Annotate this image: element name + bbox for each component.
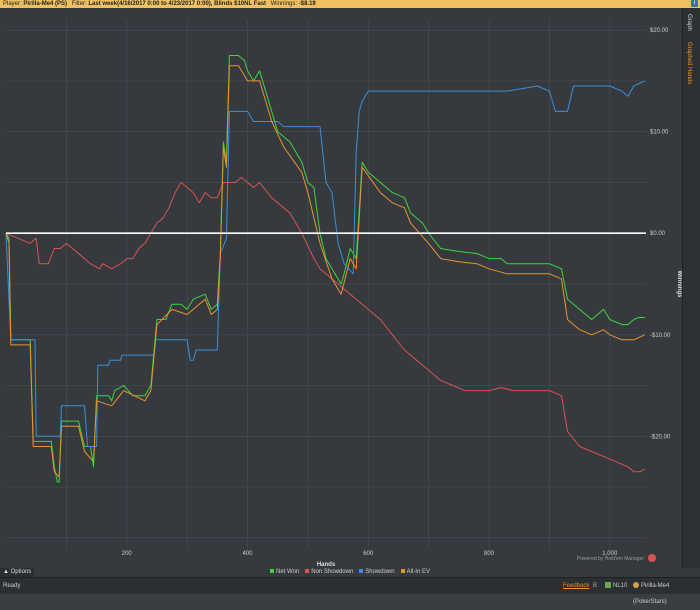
legend-item[interactable]: All-In EV <box>400 568 430 577</box>
x-tick-label: 1,000 <box>602 551 618 557</box>
legend-label: Showdown <box>365 569 395 575</box>
info-icon[interactable]: i <box>691 0 698 7</box>
y-tick-label: -$10.00 <box>650 333 671 339</box>
separator-glyph: B <box>593 583 598 589</box>
hem-logo-badge <box>648 554 656 562</box>
y-tick-label: $0.00 <box>650 231 666 237</box>
options-label: Options <box>10 569 32 575</box>
series-line-showdown <box>5 80 646 447</box>
player-label: Player: <box>3 1 22 7</box>
winnings-value: -$8.19 <box>298 1 316 7</box>
stake-label: NL10 <box>613 583 628 589</box>
x-tick-label: 400 <box>243 551 254 557</box>
y-axis-label: Winnings <box>676 271 682 299</box>
filter-header: Player: Pirilla-Me4 (PS) Filter: Last we… <box>0 0 700 8</box>
x-tick-label: 200 <box>122 551 133 557</box>
tab-graphed-hands[interactable]: Graphed Hands <box>686 42 692 85</box>
stake-indicator[interactable]: NL10 <box>605 578 627 594</box>
legend-label: Non Showdown <box>311 569 354 575</box>
legend-item[interactable]: Showdown <box>359 568 395 577</box>
feedback-link[interactable]: Feedback <box>563 583 590 589</box>
player-icon <box>633 582 639 589</box>
y-tick-label: $20.00 <box>650 28 669 34</box>
options-button[interactable]: ▲ Options <box>0 568 35 577</box>
legend-item[interactable]: Net Won <box>270 568 299 577</box>
x-tick-label: 800 <box>484 551 495 557</box>
player-indicator[interactable]: Pirilla-Me4 (PokerStars) <box>633 578 700 610</box>
hem-logo: Powered by Hold'em Manager <box>577 556 644 562</box>
y-tick-label: -$20.00 <box>650 434 671 440</box>
graph-panel: $20.00 $10.00 $0.00 -$10.00 -$20.00 200 400 600… <box>0 8 682 568</box>
status-text: Ready <box>3 583 21 589</box>
series-line-all_in_ev <box>5 65 646 478</box>
stake-icon <box>605 582 611 589</box>
x-tick-label: 600 <box>363 551 374 557</box>
player-value: Pirilla-Me4 (PS) <box>23 1 68 7</box>
tab-graph[interactable]: Graph <box>686 14 692 31</box>
series-line-non_showdown <box>5 176 646 473</box>
legend-swatch <box>305 569 310 574</box>
status-bar: Ready Feedback B NL10 Pirilla-Me4 (Poker… <box>0 577 700 605</box>
filter-label: Filter: <box>71 1 87 7</box>
x-axis-label: Hands <box>317 562 336 568</box>
legend-label: All-In EV <box>406 569 430 575</box>
winnings-label: Winnings: <box>270 1 298 7</box>
winnings-chart: $20.00 $10.00 $0.00 -$10.00 -$20.00 200 400 600… <box>5 20 682 568</box>
legend-label: Net Won <box>276 569 300 575</box>
legend-swatch <box>400 569 405 574</box>
expand-icon: ▲ <box>3 569 9 575</box>
legend-swatch <box>270 569 275 574</box>
legend-item[interactable]: Non Showdown <box>305 568 353 577</box>
filter-value[interactable]: Last week(4/16/2017 0:00 to 4/23/2017 0:… <box>88 1 267 7</box>
y-tick-label: $10.00 <box>650 130 669 136</box>
series-line-net_won <box>5 55 645 483</box>
legend-swatch <box>359 569 364 574</box>
side-tabs: Graph Graphed Hands <box>682 8 700 568</box>
chart-legend: Net Won Non Showdown Showdown All-In EV <box>0 568 700 577</box>
